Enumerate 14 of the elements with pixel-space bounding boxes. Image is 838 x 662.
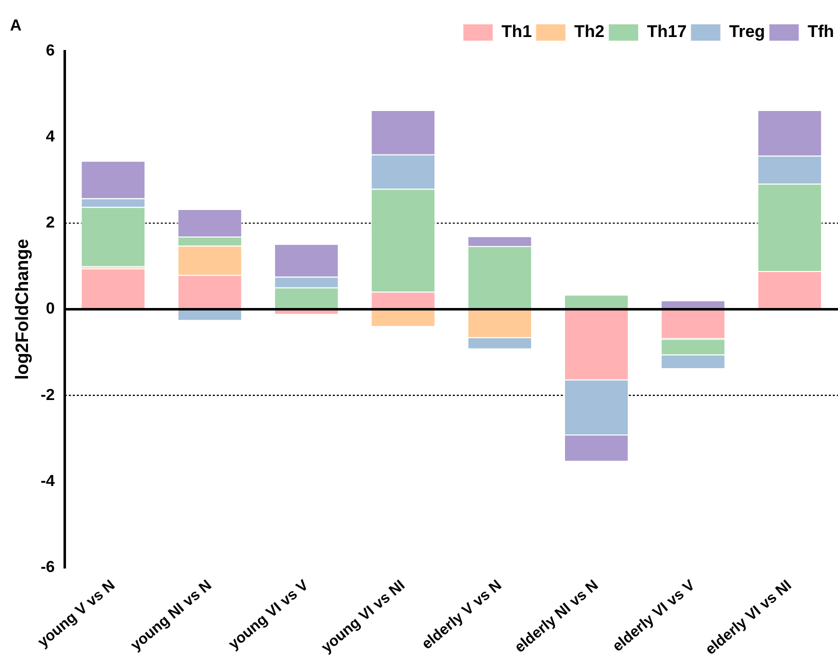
legend-label: Th17 <box>646 22 687 42</box>
y-tick-label: 4 <box>46 128 55 146</box>
y-tick-label: 6 <box>46 42 55 60</box>
y-tick-label: -6 <box>40 559 55 576</box>
legend-label: Th2 <box>574 22 605 42</box>
y-axis-title: log2FoldChange <box>12 238 32 380</box>
y-tick-label: 2 <box>46 214 55 232</box>
text: A <box>10 17 22 34</box>
y-tick-label: 0 <box>46 300 55 318</box>
y-tick-label: -2 <box>40 386 55 404</box>
legend-label: Tfh <box>808 22 834 42</box>
legend-label: Th1 <box>502 22 532 42</box>
y-tick-label: -4 <box>40 472 55 490</box>
legend-label: Treg <box>729 22 766 42</box>
